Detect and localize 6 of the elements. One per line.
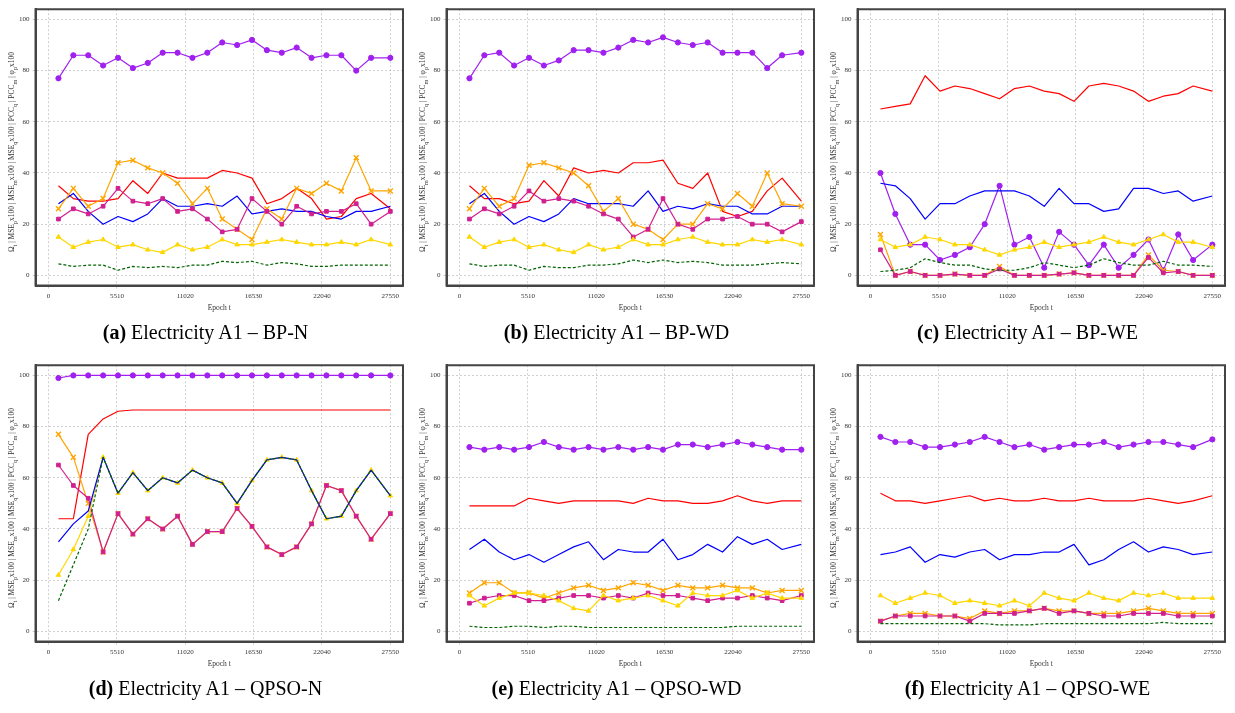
text: (e) Electricity A1 – QPSO-WD <box>490 676 743 702</box>
text: (a) Electricity A1 – BP-N <box>101 320 310 346</box>
text: (c) Electricity A1 – BP-WE <box>915 320 1140 346</box>
text: (b) Electricity A1 – BP-WD <box>502 320 731 346</box>
text: (f) Electricity A1 – QPSO-WE <box>903 676 1152 702</box>
text: (d) Electricity A1 – QPSO-N <box>87 676 324 702</box>
